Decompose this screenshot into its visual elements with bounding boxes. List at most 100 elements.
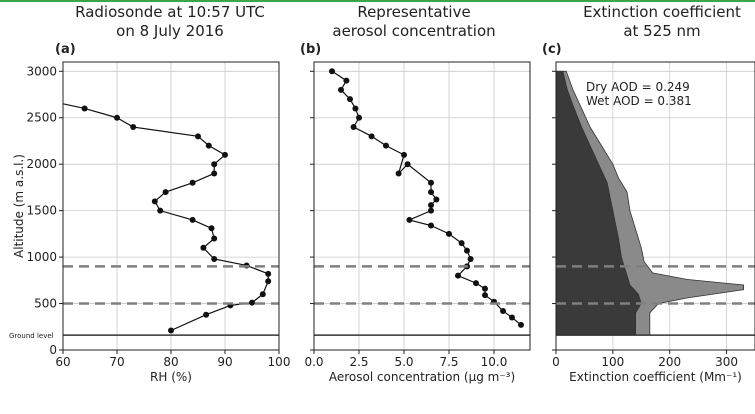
y-tick-label: 500 [34,297,57,311]
data-point [195,133,201,140]
data-point [473,280,479,287]
x-tick-label: 2.5 [349,355,368,369]
x-tick-label: 0 [552,355,560,369]
chart-title-line-1: Representative [357,3,470,21]
x-tick-label: 70 [109,355,124,369]
data-point [350,124,357,131]
x-tick-label: 200 [658,355,681,369]
data-point [265,270,272,277]
series-line [331,70,522,326]
data-point [347,96,353,103]
data-point [509,314,515,321]
chart-title-line-1: Extinction coefficient [583,3,741,21]
data-point [338,86,344,93]
x-tick-label: 10.0 [481,355,508,369]
y-tick-label: 2000 [26,157,57,171]
series-line [63,103,269,332]
data-point [211,161,218,168]
data-point [211,255,218,262]
panel-label: (a) [55,42,76,57]
data-point [222,151,228,158]
data-point [401,151,407,158]
data-point [343,77,350,84]
panel-label: (c) [542,42,562,57]
top-accent-line [0,0,755,2]
data-point [428,179,434,186]
x-tick-label: 0.0 [304,355,323,369]
x-axis-label: RH (%) [150,370,192,384]
x-axis-label: Extinction coefficient (Mm⁻¹) [569,370,742,384]
x-tick-label: 100 [268,355,291,369]
chart-title-line-2: aerosol concentration [332,22,495,40]
data-point [151,198,158,205]
panel-label: (b) [300,42,321,57]
data-point [208,225,215,232]
x-axis-label: Aerosol concentration (μg m⁻³) [329,370,515,384]
data-point [211,170,218,177]
data-point [157,207,164,214]
y-tick-label: 1000 [26,250,57,264]
data-point [428,202,434,209]
y-tick-label: 2500 [26,111,57,125]
y-tick-label: 1500 [26,204,57,218]
dry-aod-annotation: Dry AOD = 0.249 [586,80,690,94]
data-point [458,240,465,247]
data-point [203,311,210,318]
data-point [211,235,218,242]
data-point [383,142,389,149]
chart-title-line-2: at 525 nm [623,22,700,40]
axes-frame [555,61,755,351]
data-point [259,291,266,298]
data-point [162,189,169,196]
data-point [428,189,434,196]
data-point [455,272,461,279]
data-point [518,321,524,328]
data-point [189,179,196,186]
data-point [406,216,413,223]
x-tick-label: 90 [217,355,232,369]
x-tick-label: 300 [715,355,738,369]
data-point [368,133,375,140]
data-point [464,247,470,254]
data-point [428,222,434,229]
grid [63,62,279,350]
data-point [467,255,474,262]
chart-title-line-2: on 8 July 2016 [116,22,224,40]
data-point [433,196,440,203]
x-tick-label: 5.0 [394,355,413,369]
data-point [352,105,359,112]
data-point [205,142,212,149]
data-point [189,216,196,223]
data-point [168,327,174,334]
data-point [428,207,434,214]
data-layer [329,68,524,328]
data-point [81,105,88,112]
data-point [482,292,488,299]
data-point [500,307,506,314]
grid [314,62,530,350]
axes-frame [313,61,531,351]
data-point [114,114,120,121]
y-tick-label: 0 [49,343,57,357]
data-point [130,124,137,131]
data-point [200,244,207,251]
data-layer [556,70,745,336]
x-tick-label: 80 [163,355,178,369]
data-point [446,230,452,237]
data-point [356,114,362,121]
y-tick-label: 3000 [26,64,57,78]
x-tick-label: 100 [601,355,624,369]
data-point [329,68,335,75]
y-axis-label: Altitude (m a.s.l.) [12,154,26,258]
wet-aod-annotation: Wet AOD = 0.381 [586,94,692,108]
data-point [265,278,272,285]
x-tick-label: 7.5 [439,355,458,369]
x-tick-label: 60 [55,355,70,369]
data-point [404,161,411,168]
data-point [249,299,255,306]
data-point [395,170,402,177]
